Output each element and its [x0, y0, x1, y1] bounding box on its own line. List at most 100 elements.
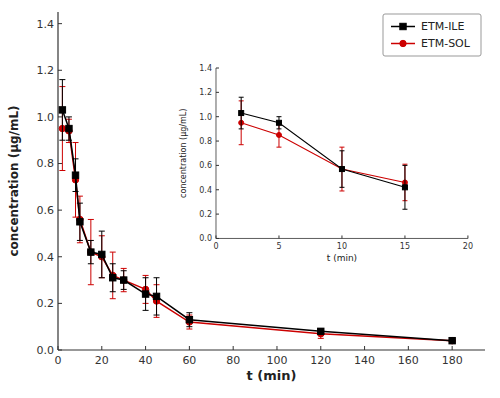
y-tick-label: 0.4 [37, 251, 55, 264]
marker [110, 275, 116, 281]
marker [72, 172, 78, 178]
error-bar-cap [110, 252, 116, 253]
x-tick-label: 100 [266, 354, 287, 367]
y-tick-label: 0.0 [37, 344, 55, 357]
marker [186, 316, 192, 322]
x-tick [233, 346, 234, 350]
error-bar-cap [143, 275, 149, 276]
marker [402, 185, 407, 190]
x-tick [341, 235, 342, 238]
marker [276, 132, 281, 137]
y-tick [58, 163, 62, 164]
x-tick-label: 15 [400, 242, 410, 251]
error-bar [99, 231, 105, 278]
error-bar [66, 117, 72, 140]
x-tick-label: 140 [354, 354, 375, 367]
y-tick [216, 214, 219, 215]
error-bar-cap [154, 317, 160, 318]
x-axis-label: t (min) [247, 368, 297, 383]
background [0, 0, 500, 398]
error-bar [318, 329, 324, 338]
error-bar-cap [339, 187, 344, 188]
error-bar-cap [239, 128, 244, 129]
series [239, 97, 408, 209]
y-tick [216, 92, 219, 93]
marker [449, 337, 455, 343]
legend-label: ETM-SOL [421, 37, 471, 50]
y-tick [58, 210, 62, 211]
axes [216, 68, 468, 238]
error-bar-cap [239, 144, 244, 145]
error-bar [121, 271, 127, 290]
error-bar [73, 159, 79, 192]
y-tick-label: 1.0 [199, 113, 212, 122]
y-tick-label: 0.8 [199, 137, 212, 146]
marker [339, 167, 344, 172]
error-bar-cap [402, 164, 407, 165]
y-tick-label: 0.2 [199, 210, 212, 219]
error-bar [154, 278, 160, 315]
marker [276, 120, 281, 125]
y-tick [216, 141, 219, 142]
y-tick-label: 0.8 [37, 157, 55, 170]
error-bar-cap [186, 326, 192, 327]
y-axis-label: concentration (μg/mL) [7, 105, 21, 256]
marker [153, 293, 159, 299]
legend: ETM-ILE ETM-SOL [383, 14, 481, 56]
y-tick-label: 1.0 [37, 111, 55, 124]
x-tick [467, 235, 468, 238]
y-tick [58, 350, 62, 351]
error-bar-cap [402, 209, 407, 210]
error-bar-cap [143, 310, 149, 311]
axes [58, 12, 485, 350]
marker [400, 40, 406, 46]
error-bar-cap [143, 277, 149, 278]
error-bar-cap [88, 240, 94, 241]
x-tick [278, 235, 279, 238]
error-bar-cap [88, 263, 94, 264]
error-bar [73, 143, 79, 218]
marker [339, 167, 344, 172]
x-tick-label: 60 [182, 354, 196, 367]
legend-label: ETM-ILE [421, 20, 465, 33]
error-bar-cap [339, 190, 344, 191]
x-tick-label: 0 [55, 354, 62, 367]
y-tick [216, 165, 219, 166]
x-tick-label: 120 [310, 354, 331, 367]
y-tick [58, 23, 62, 24]
error-bar-cap [318, 338, 324, 339]
main-chart: 0204060801001201401601800.00.20.40.60.81… [7, 12, 485, 383]
x-tick-label: 20 [463, 242, 473, 251]
plot-area [58, 12, 485, 350]
chart-canvas: 0204060801001201401601800.00.20.40.60.81… [0, 0, 500, 398]
marker [239, 111, 244, 116]
error-bar-cap [186, 329, 192, 330]
page: {"chart_data": [ {"type": "line", "xlabe… [0, 0, 500, 398]
error-bar-cap [77, 240, 83, 241]
data-area [239, 97, 408, 209]
error-bar-cap [88, 219, 94, 220]
x-tick-label: 20 [95, 354, 109, 367]
x-tick-label: 180 [442, 354, 463, 367]
error-bar-cap [239, 97, 244, 98]
ticks: 051015200.00.20.40.60.81.01.21.4 [199, 64, 473, 252]
error-bar-cap [154, 277, 160, 278]
x-tick-label: 10 [337, 242, 347, 251]
error-bar-cap [110, 291, 116, 292]
error-bar [276, 117, 281, 129]
marker [318, 328, 324, 334]
marker [59, 107, 65, 113]
marker [120, 277, 126, 283]
error-bar [239, 97, 244, 129]
x-tick-label: 80 [226, 354, 240, 367]
error-bar-cap [59, 170, 65, 171]
marker [66, 125, 72, 131]
error-bar-cap [77, 242, 83, 243]
error-bar-cap [73, 191, 79, 192]
marker [120, 277, 126, 283]
y-tick-label: 0.0 [199, 234, 212, 243]
plot-area [216, 68, 468, 238]
error-bar-cap [276, 116, 281, 117]
y-axis-line [57, 12, 58, 350]
error-bar-cap [121, 270, 127, 271]
